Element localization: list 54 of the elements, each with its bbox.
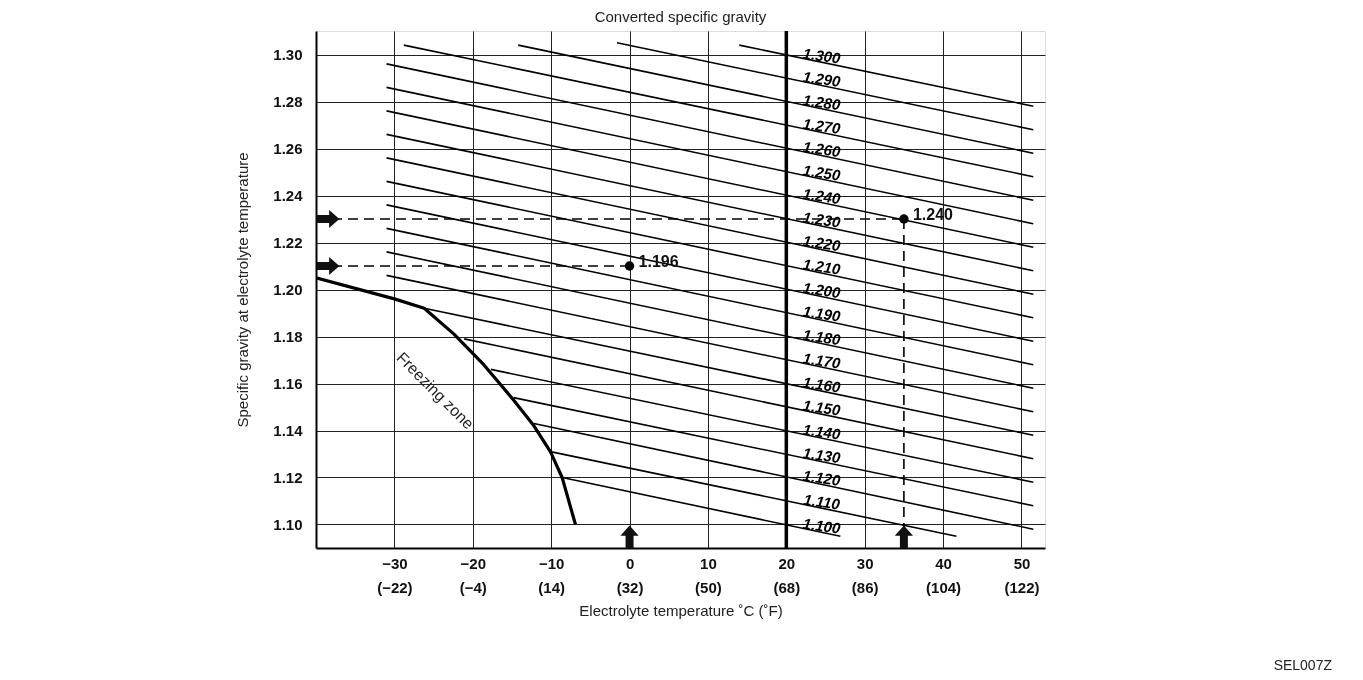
text: SEL007Z [1273,657,1333,673]
x-tick-label: −20 [460,554,486,572]
text: 1.210 [801,255,843,278]
x2-tick-label: (68) [773,578,801,596]
text: 1.300 [801,44,843,67]
text: 1.100 [801,514,843,537]
y-tick-label: 1.16 [273,375,303,392]
chart-title: Converted specific gravity [594,8,767,26]
x2-tick-label: (32) [616,578,644,596]
text: 1.150 [801,396,843,419]
x2-tick-label: (50) [695,578,722,596]
y-tick-label: 1.18 [273,328,303,345]
x-tick-label: −30 [382,554,408,572]
x-tick-label: 30 [856,554,874,572]
text: 1.230 [801,208,843,231]
text: 1.280 [801,91,843,114]
x2-tick-label: (−4) [459,578,487,596]
y-tick-label: 1.26 [273,140,303,157]
x2-tick-label: (14) [538,578,566,596]
x-tick-label: 0 [625,554,635,572]
x-tick-label: 10 [700,554,717,572]
y-tick-label: 1.22 [273,234,303,251]
y-tick-label: 1.24 [273,187,304,204]
text: 1.120 [801,466,843,489]
text: 1.270 [801,114,843,137]
text: 1.200 [801,278,843,302]
x2-tick-label: (−22) [377,578,413,596]
text: 1.260 [801,137,843,161]
text: 1.250 [801,161,843,184]
text: 1.220 [801,231,843,255]
text: 1.240 [801,184,843,208]
text: 1.180 [801,325,843,349]
text: 1.190 [801,302,843,325]
text: 1.290 [801,67,843,91]
x2-tick-label: (86) [851,578,879,596]
text: 1.140 [801,420,843,443]
y-tick-label: 1.12 [273,469,303,486]
y-tick-label: 1.30 [273,46,303,63]
x-tick-label: −10 [538,554,565,572]
y-tick-label: 1.28 [273,93,303,110]
x2-tick-label: (122) [1004,578,1040,596]
x2-tick-label: (104) [926,578,962,596]
y-tick-label: 1.20 [273,281,303,298]
x-tick-label: 50 [1013,554,1031,572]
text: 1.130 [801,444,843,467]
y-tick-label: 1.10 [273,516,303,533]
text: 1.160 [801,373,843,396]
text: 1.110 [802,490,842,513]
x-tick-label: 40 [935,554,952,572]
text: 1.170 [801,349,843,372]
x-axis-title: Electrolyte temperature ˚C (˚F) [579,601,783,619]
x-tick-label: 20 [778,554,796,572]
y-axis-title: Specific gravity at electrolyte temperature [234,152,252,428]
y-tick-label: 1.14 [273,422,304,439]
